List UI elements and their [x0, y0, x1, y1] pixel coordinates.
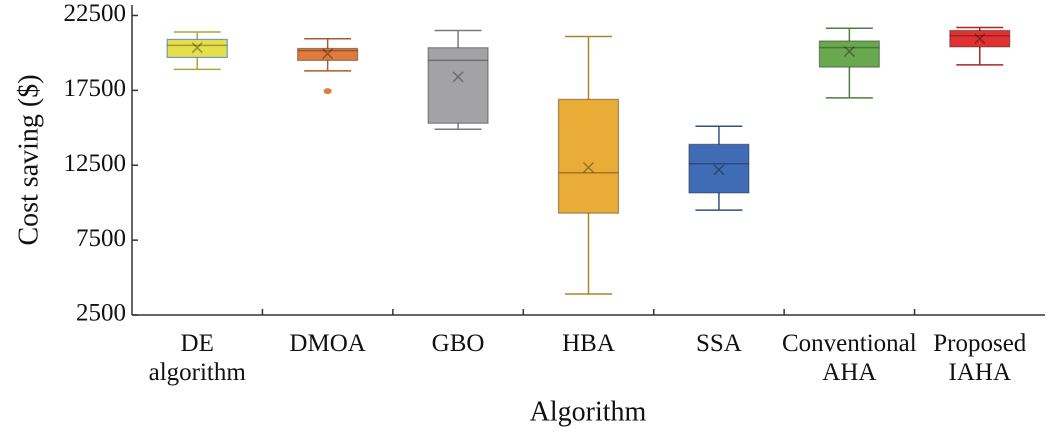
mean-marker — [191, 42, 203, 54]
x-tick-label: HBA — [562, 330, 615, 357]
x-tick-label: SSA — [695, 330, 742, 357]
x-tick-label: DE algorithm — [148, 330, 246, 386]
box — [297, 47, 359, 62]
x-tick-label: Conventional AHA — [781, 330, 917, 386]
mean-marker — [843, 45, 855, 57]
box — [427, 47, 489, 124]
x-tick-label: GBO — [431, 330, 485, 357]
box — [688, 143, 750, 194]
mean-marker — [322, 48, 334, 60]
box — [818, 40, 880, 68]
y-tick-label: 7500 — [76, 225, 126, 252]
x-axis-label: Algorithm — [530, 396, 647, 427]
y-tick-label: 22500 — [64, 0, 127, 27]
box — [557, 98, 620, 214]
y-tick-label: 17500 — [64, 75, 127, 102]
x-tick-label: Proposed IAHA — [933, 330, 1027, 386]
y-tick-label: 2500 — [76, 300, 126, 327]
y-tick-label: 12500 — [64, 150, 127, 177]
y-axis-label: Cost saving ($) — [13, 74, 44, 245]
box — [949, 29, 1011, 48]
mean-marker — [582, 161, 595, 174]
outlier — [323, 88, 332, 95]
mean-marker — [713, 164, 725, 176]
mean-marker — [974, 33, 986, 45]
x-tick-label: DMOA — [289, 330, 366, 357]
box — [166, 38, 228, 59]
mean-marker — [452, 71, 464, 83]
